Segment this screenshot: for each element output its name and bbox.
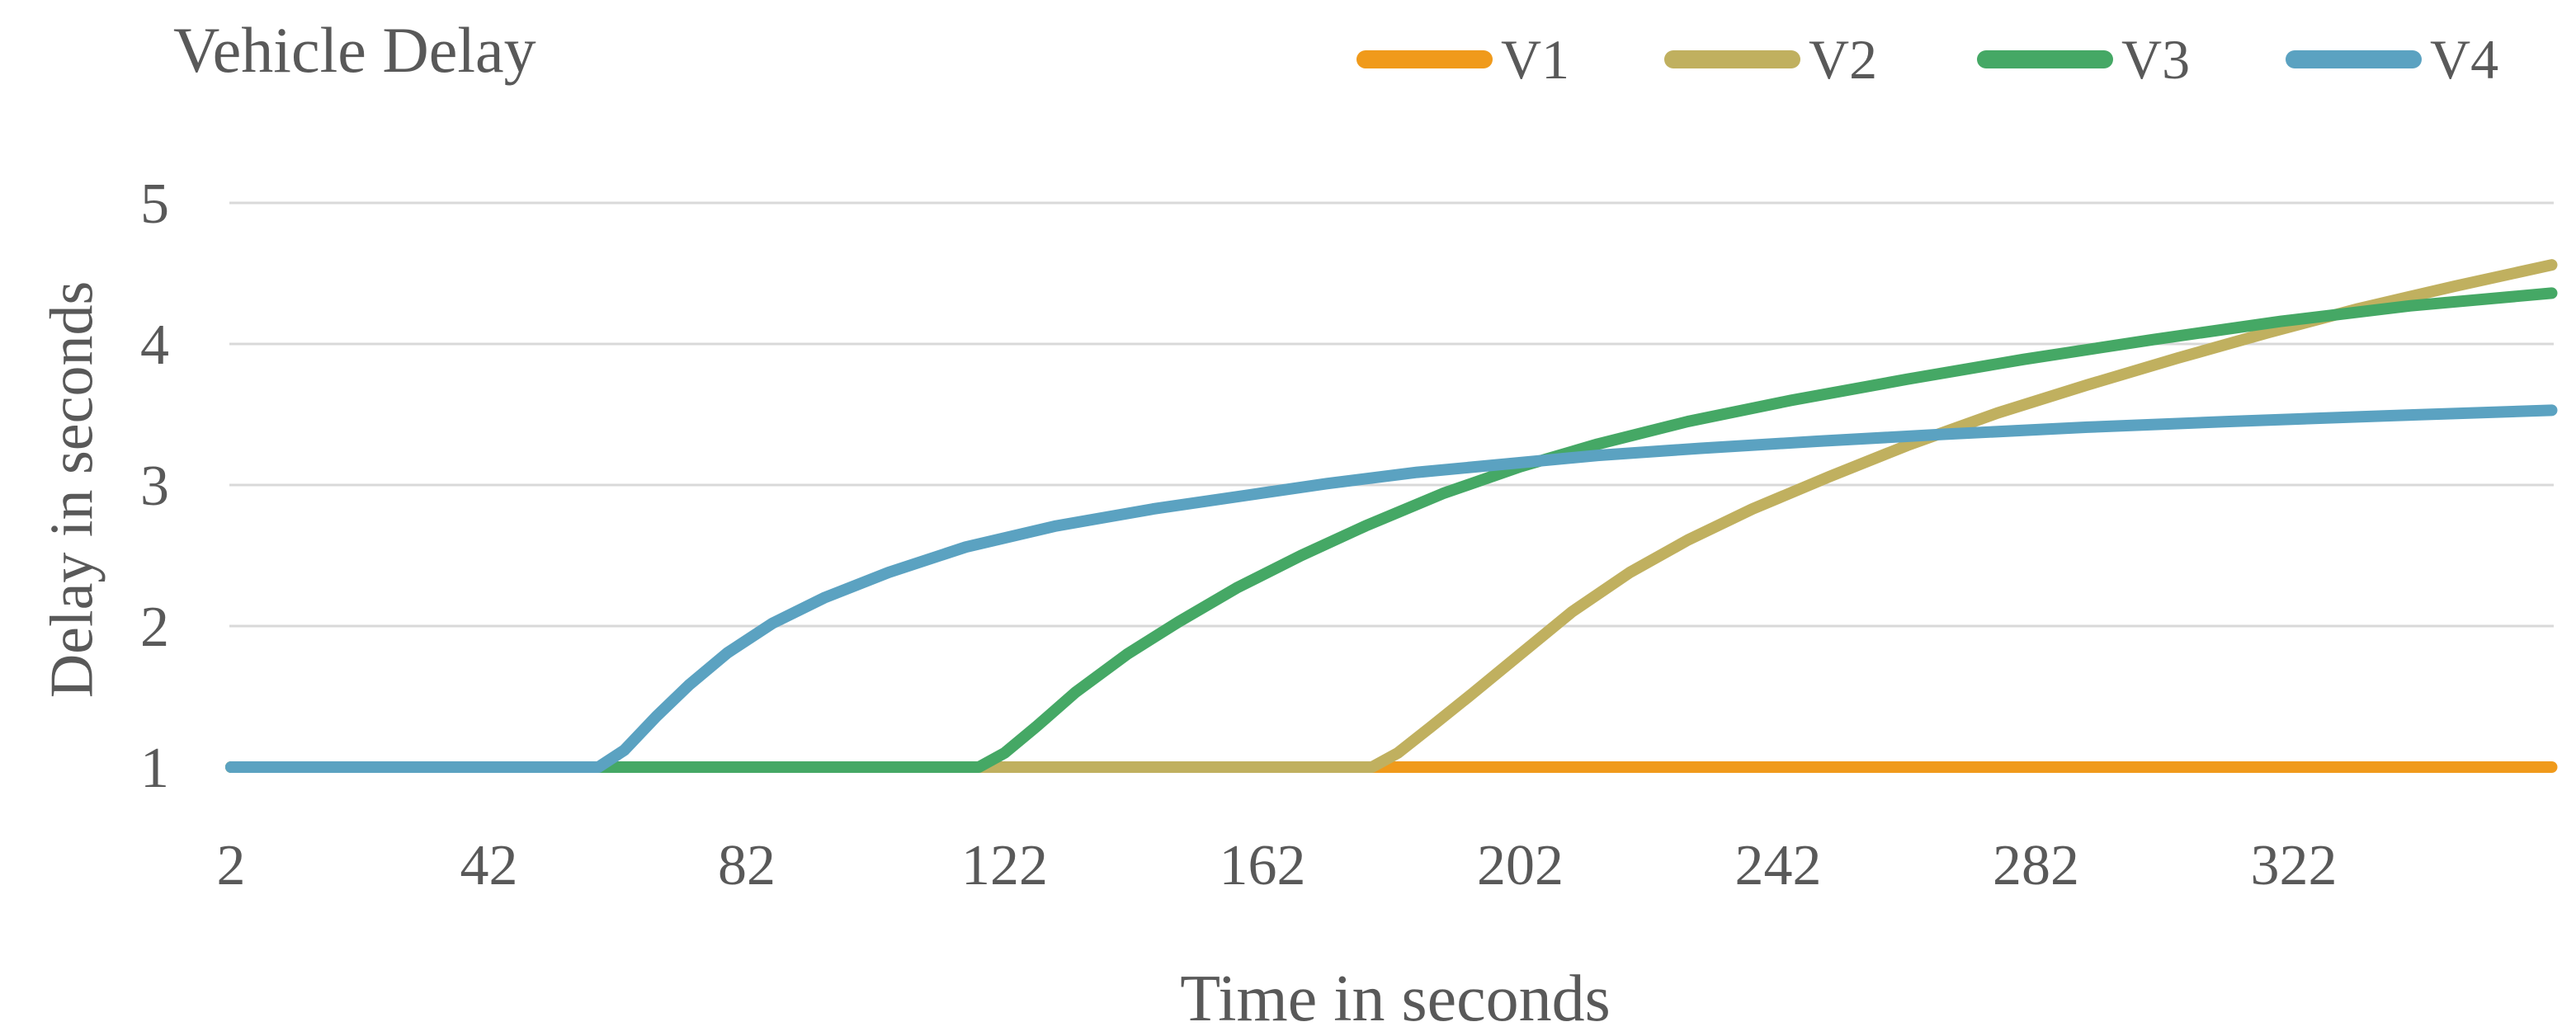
x-tick-label: 82 [718,834,776,897]
x-tick-label: 242 [1735,834,1822,897]
series-line-v4 [225,404,2558,773]
x-tick-label: 122 [961,834,1048,897]
legend-swatch-v1 [1356,50,1493,68]
legend-item-v3: V3 [1977,31,2190,87]
legend-item-v2: V2 [1664,31,1877,87]
legend-label-v1: V1 [1501,28,1570,91]
x-tick-label: 202 [1477,834,1564,897]
legend-item-v4: V4 [2286,31,2498,87]
legend-label-v3: V3 [2121,28,2191,91]
y-tick-label: 1 [140,737,169,800]
y-tick-label: 5 [140,172,169,236]
legend-swatch-v4 [2286,50,2422,68]
legend-item-v1: V1 [1356,31,1569,87]
legend-swatch-v2 [1664,50,1800,68]
x-tick-label: 162 [1220,834,1306,897]
legend-label-v2: V2 [1809,28,1878,91]
chart-legend: V1 V2 V3 V4 [0,0,2576,99]
y-tick-label: 4 [140,313,169,377]
y-axis-title: Delay in seconds [38,280,106,699]
chart-title: Vehicle Delay [173,14,536,86]
series-line-v2 [225,259,2558,773]
legend-label-v4: V4 [2430,28,2499,91]
x-tick-label: 282 [1993,834,2079,897]
x-tick-label: 42 [460,834,518,897]
x-tick-label: 322 [2251,834,2338,897]
series-line-v3 [225,287,2558,773]
x-axis-title: Time in seconds [1180,963,1611,1035]
y-tick-label: 2 [140,596,169,659]
x-tick-label: 2 [217,834,246,897]
y-tick-label: 3 [140,454,169,518]
legend-swatch-v3 [1977,50,2113,68]
